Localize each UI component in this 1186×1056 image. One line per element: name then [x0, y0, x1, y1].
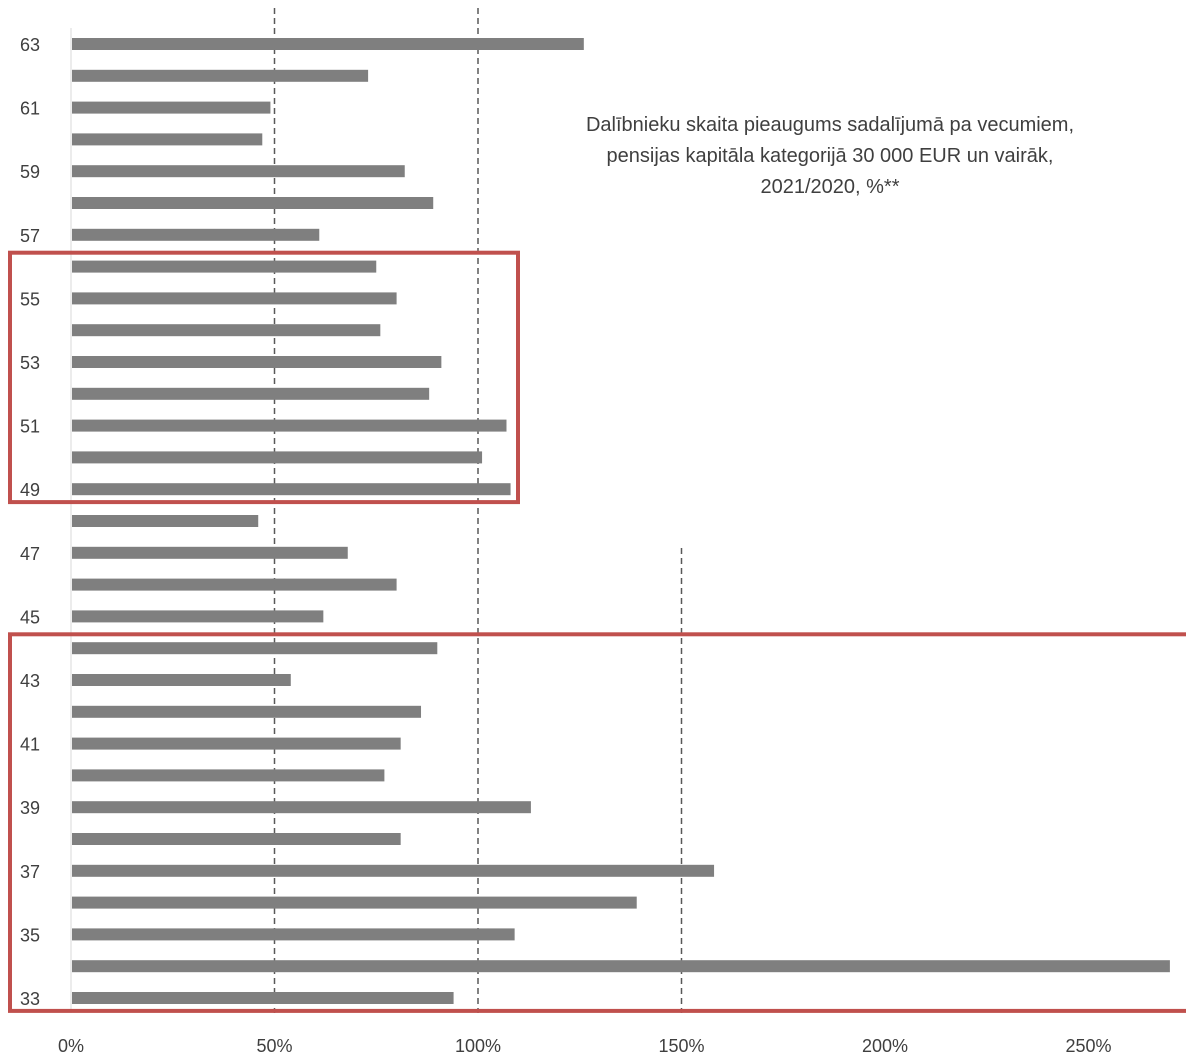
- bar-age-47: [72, 546, 348, 559]
- x-tick-label: 150%: [658, 1036, 704, 1056]
- y-tick-label: 61: [20, 99, 40, 119]
- y-tick-label: 53: [20, 353, 40, 373]
- bar-age-43: [72, 674, 291, 686]
- y-tick-label: 49: [20, 480, 40, 500]
- y-tick-label: 43: [20, 671, 40, 691]
- x-tick-label: 250%: [1065, 1036, 1111, 1056]
- x-tick-label: 0%: [58, 1036, 84, 1056]
- bar-age-48: [72, 515, 259, 527]
- y-tick-label: 55: [20, 289, 40, 309]
- bar-age-46: [72, 578, 397, 591]
- bar-age-50: [72, 451, 483, 464]
- y-tick-label: 37: [20, 862, 40, 882]
- bar-age-45: [72, 610, 324, 623]
- bar-age-62: [72, 69, 369, 82]
- y-tick-label: 33: [20, 989, 40, 1009]
- y-tick-label: 45: [20, 607, 40, 627]
- bar-age-52: [72, 387, 430, 400]
- highlight-boxes: [8, 250, 1186, 1013]
- y-tick-label: 59: [20, 162, 40, 182]
- x-tick-labels: 0% 50% 100% 150% 200% 250%: [58, 1036, 1112, 1056]
- bar-age-60: [72, 133, 263, 146]
- chart-title: Dalībnieku skaita pieaugums sadalījumā p…: [480, 110, 1180, 203]
- bar-age-61: [72, 101, 271, 114]
- highlight-box-2: [8, 632, 1186, 1013]
- bar-age-49: [72, 483, 511, 496]
- chart-title-line-2: pensijas kapitāla kategorijā 30 000 EUR …: [606, 145, 1054, 167]
- bar-age-57: [72, 228, 320, 241]
- y-tick-label: 63: [20, 35, 40, 55]
- bars: [72, 38, 1170, 1004]
- y-tick-label: 47: [20, 544, 40, 564]
- bar-age-58: [72, 197, 434, 209]
- bar-age-37: [72, 864, 715, 877]
- y-tick-labels: 63 61 59 57 55 53 51 49 47 45 43 41 39 37 35 33: [20, 35, 40, 1009]
- bar-age-44: [72, 642, 438, 655]
- y-tick-label: 39: [20, 798, 40, 818]
- chart-title-line-1: Dalībnieku skaita pieaugums sadalījumā p…: [585, 114, 1075, 136]
- reference-lines: [273, 8, 683, 1013]
- bar-age-54: [72, 324, 381, 337]
- bar-age-63: [72, 38, 584, 50]
- bar-age-55: [72, 292, 397, 305]
- bar-age-51: [72, 419, 507, 432]
- y-tick-label: 51: [20, 417, 40, 437]
- y-tick-label: 41: [20, 735, 40, 755]
- bar-age-34: [72, 960, 1170, 973]
- bar-age-41: [72, 737, 401, 750]
- bar-age-42: [72, 705, 422, 718]
- bar-age-33: [72, 992, 454, 1004]
- bar-age-53: [72, 356, 442, 368]
- bar-age-56: [72, 260, 377, 273]
- bar-age-38: [72, 833, 401, 845]
- bar-age-36: [72, 896, 637, 909]
- bar-age-59: [72, 165, 405, 178]
- highlight-box-1: [8, 250, 520, 505]
- x-tick-label: 200%: [862, 1036, 908, 1056]
- y-tick-label: 57: [20, 226, 40, 246]
- x-tick-label: 100%: [455, 1036, 501, 1056]
- y-tick-label: 35: [20, 925, 40, 945]
- x-tick-label: 50%: [256, 1036, 292, 1056]
- chart-title-line-3: 2021/2020, %**: [760, 176, 900, 198]
- bar-age-39: [72, 801, 531, 814]
- bar-age-40: [72, 769, 385, 782]
- bar-age-35: [72, 928, 515, 941]
